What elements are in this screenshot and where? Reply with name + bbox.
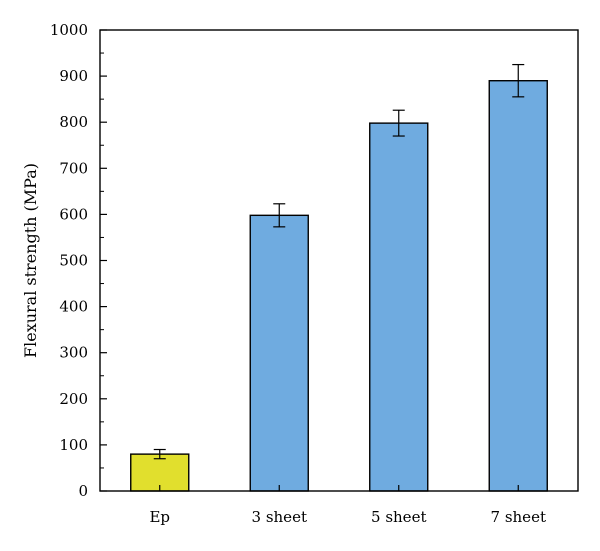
y-tick-label: 600 bbox=[59, 205, 88, 223]
plot-frame bbox=[99, 29, 579, 492]
plot-area: Ep 3 sheet 5 sheet 7 sheet 0 100 200 300 400 500 6… bbox=[50, 21, 579, 526]
bar-ep bbox=[130, 453, 190, 492]
y-tick-label: 400 bbox=[59, 298, 88, 316]
y-tick-label: 100 bbox=[59, 436, 88, 454]
y-tick-label: 300 bbox=[59, 344, 88, 362]
y-tick-label: 1000 bbox=[50, 21, 88, 39]
bar-7-sheet bbox=[488, 80, 548, 492]
y-tick-label: 500 bbox=[59, 252, 88, 270]
y-tick-label: 900 bbox=[59, 67, 88, 85]
y-tick-label: 0 bbox=[78, 482, 88, 500]
y-tick-label: 200 bbox=[59, 390, 88, 408]
x-tick-label: 3 sheet bbox=[252, 508, 307, 526]
x-tick-label: Ep bbox=[149, 508, 170, 526]
y-tick-label: 700 bbox=[59, 159, 88, 177]
y-axis-label: Flexural strength (MPa) bbox=[21, 163, 40, 358]
bar-3-sheet bbox=[249, 214, 309, 492]
y-tick-label: 800 bbox=[59, 113, 88, 131]
x-tick-label: 7 sheet bbox=[491, 508, 546, 526]
bar-5-sheet bbox=[369, 122, 429, 492]
x-tick-label: 5 sheet bbox=[371, 508, 426, 526]
